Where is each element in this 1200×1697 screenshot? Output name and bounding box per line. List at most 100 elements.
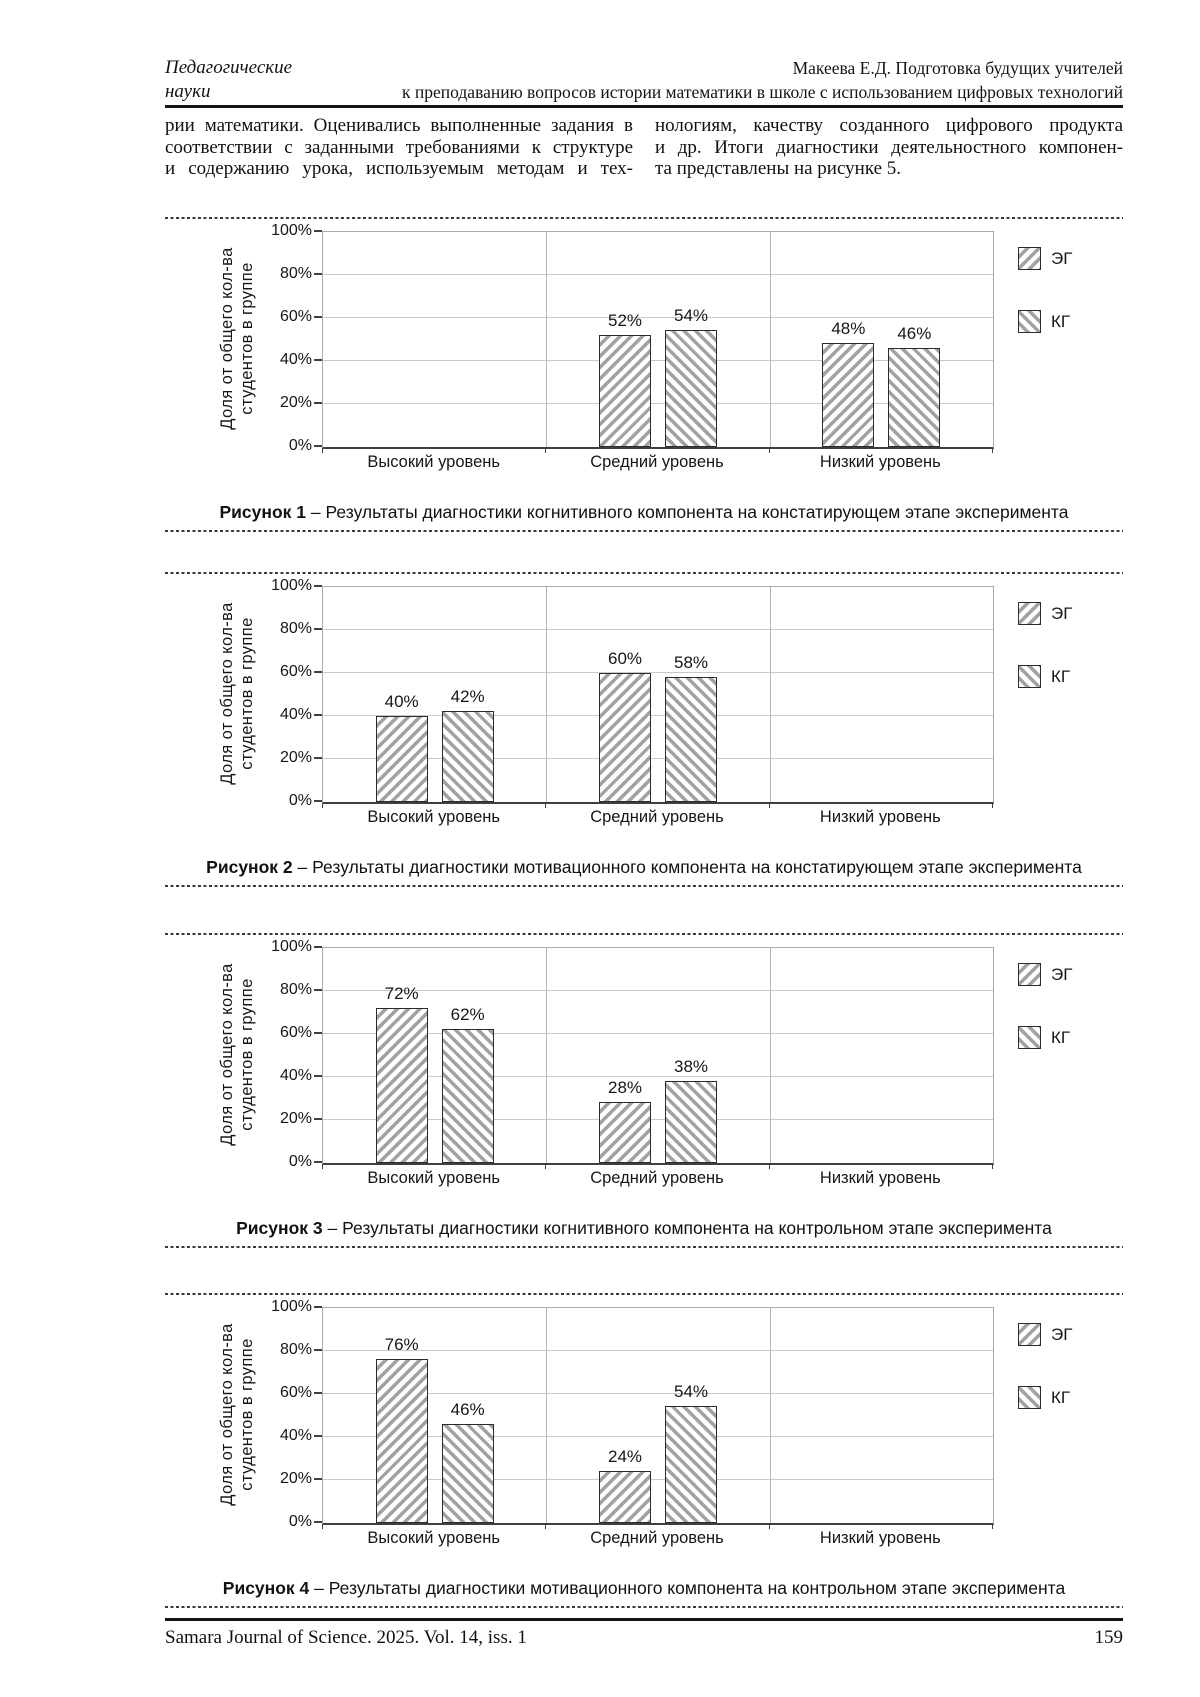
- y-tick-mark: [314, 945, 322, 948]
- y-tick-mark: [314, 272, 322, 275]
- figure-4: Доля от общего кол-ва студентов в группе 0…: [165, 1292, 1123, 1608]
- page-header: Педагогические науки Макеева Е.Д. Подгот…: [165, 0, 1123, 104]
- x-category-label: Низкий уровень: [819, 1528, 941, 1547]
- gridline: [323, 1349, 993, 1351]
- figure-top-separator: [165, 932, 1123, 935]
- gridline: [323, 714, 993, 716]
- y-tick-label: 60%: [279, 662, 312, 680]
- bar-eg: [599, 334, 651, 447]
- y-tick-label: 0%: [288, 791, 312, 809]
- figure-3-caption: Рисунок 3 – Результаты диагностики когни…: [165, 1216, 1123, 1240]
- figure-2-label: Рисунок 2: [206, 856, 293, 877]
- bar-value-label: 46%: [450, 1399, 485, 1419]
- x-category-label: Средний уровень: [590, 1528, 724, 1547]
- bar-kg: [888, 347, 941, 447]
- legend-swatch-eg: [1018, 1322, 1041, 1346]
- journal-section: Педагогические науки: [165, 56, 335, 104]
- y-tick-mark: [314, 670, 322, 673]
- figure-top-separator: [165, 571, 1123, 574]
- footer-row: Samara Journal of Science. 2025. Vol. 14…: [165, 1626, 1123, 1650]
- x-category-label: Высокий уровень: [367, 1528, 500, 1547]
- gridline: [323, 1392, 993, 1394]
- running-title: Макеева Е.Д. Подготовка будущих учителей…: [335, 56, 1123, 104]
- legend-swatch-kg: [1018, 309, 1041, 333]
- figure-top-separator: [165, 216, 1123, 219]
- bar-eg: [375, 1007, 428, 1163]
- bar-kg: [665, 1406, 717, 1523]
- x-tick-mark: [545, 1163, 547, 1169]
- bar-kg: [665, 1080, 717, 1163]
- x-tick-mark: [545, 1523, 547, 1529]
- y-tick-label: 100%: [271, 937, 312, 955]
- x-category-label: Высокий уровень: [367, 1168, 500, 1187]
- body-left-column: рии математики. Оценивались выполненные …: [165, 115, 633, 180]
- figure-2: Доля от общего кол-ва студентов в группе 0…: [165, 571, 1123, 887]
- legend-label: КГ: [1051, 311, 1071, 331]
- bar-value-label: 48%: [831, 319, 866, 339]
- bar-eg: [375, 1359, 428, 1523]
- bar-value-label: 52%: [607, 310, 643, 330]
- legend-label: КГ: [1051, 1387, 1071, 1407]
- y-tick-label: 0%: [288, 1512, 312, 1530]
- figure-3-caption-text: – Результаты диагностики когнитивного ко…: [327, 1217, 1052, 1238]
- page-number: 159: [1094, 1626, 1124, 1648]
- body-text: рии математики. Оценивались выполненные …: [165, 115, 1123, 180]
- bar-kg: [665, 676, 717, 802]
- gridline: [323, 359, 993, 361]
- y-tick-label: 40%: [279, 1066, 312, 1084]
- running-title-line: Макеева Е.Д. Подготовка будущих учителей: [792, 58, 1123, 78]
- legend-entry-eg: ЭГ: [1018, 246, 1072, 270]
- bar-value-label: 42%: [450, 687, 485, 707]
- x-tick-mark: [768, 1163, 770, 1169]
- y-tick-mark: [314, 358, 322, 361]
- legend-entry-kg: КГ: [1018, 309, 1071, 333]
- x-tick-mark: [322, 1163, 323, 1169]
- legend-swatch-kg: [1018, 664, 1041, 688]
- plot-area: 76% 46% 24% 54%: [322, 1306, 994, 1525]
- bar-kg: [441, 711, 494, 802]
- legend-entry-kg: КГ: [1018, 1025, 1070, 1049]
- y-tick-mark: [314, 627, 322, 630]
- bar-value-label: 62%: [450, 1005, 485, 1025]
- text-line: и содержанию урока, используемым методам…: [165, 158, 633, 179]
- figure-4-caption: Рисунок 4 – Результаты диагностики мотив…: [165, 1576, 1123, 1600]
- y-tick-mark: [314, 444, 322, 447]
- y-tick-label: 40%: [279, 350, 312, 368]
- legend-entry-eg: ЭГ: [1018, 601, 1072, 625]
- gridline: [323, 402, 993, 404]
- y-tick-label: 100%: [271, 576, 312, 594]
- gridline: [323, 628, 993, 630]
- running-title-line: к преподаванию вопросов истории математи…: [402, 82, 1123, 102]
- gridline: [323, 1118, 993, 1120]
- x-tick-mark: [768, 802, 770, 808]
- figure-bottom-separator: [165, 1245, 1123, 1248]
- legend-swatch-eg: [1018, 601, 1041, 625]
- figure-2-caption: Рисунок 2 – Результаты диагностики мотив…: [165, 855, 1123, 879]
- x-category-label: Средний уровень: [590, 452, 724, 471]
- gridline: [323, 1075, 993, 1077]
- y-tick-label: 80%: [279, 619, 312, 637]
- category-separator: [546, 947, 548, 1163]
- gridline: [323, 1032, 993, 1034]
- figure-bottom-separator: [165, 884, 1123, 887]
- journal-section-line: Педагогические: [165, 57, 293, 78]
- figure-1-caption-text: – Результаты диагностики когнитивного ко…: [310, 501, 1069, 522]
- bar-value-label: 58%: [673, 652, 709, 672]
- bar-kg: [441, 1423, 494, 1523]
- category-separator: [769, 947, 771, 1163]
- bar-value-label: 76%: [384, 1335, 419, 1355]
- y-tick-label: 60%: [279, 1383, 312, 1401]
- y-tick-mark: [314, 1117, 322, 1120]
- figure-bottom-separator: [165, 529, 1123, 532]
- legend-entry-kg: КГ: [1018, 1385, 1071, 1409]
- legend-swatch-eg: [1018, 962, 1041, 986]
- figure-1-caption: Рисунок 1 – Результаты диагностики когни…: [165, 500, 1123, 524]
- gridline: [323, 316, 993, 318]
- chart-3: Доля от общего кол-ва студентов в группе 0…: [165, 935, 1123, 1190]
- x-category-label: Низкий уровень: [819, 807, 941, 826]
- y-tick-label: 40%: [279, 1426, 312, 1444]
- gridline: [323, 1435, 993, 1437]
- legend-label: ЭГ: [1051, 964, 1073, 984]
- figure-3-label: Рисунок 3: [236, 1217, 323, 1238]
- x-tick-mark: [545, 447, 547, 453]
